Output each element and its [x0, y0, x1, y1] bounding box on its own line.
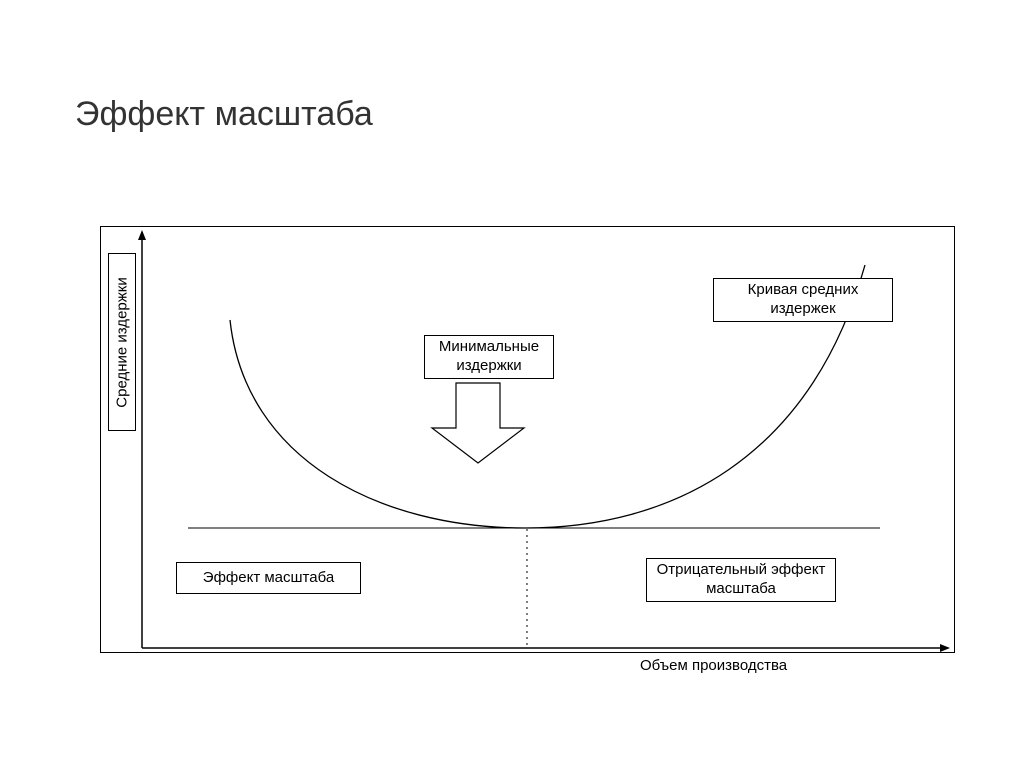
- y-axis-label: Средние издержки: [114, 277, 131, 407]
- x-axis-label: Объем производства: [640, 657, 787, 674]
- down-arrow-icon: [432, 383, 524, 463]
- label-negative-scale: Отрицательный эффект масштаба: [646, 558, 836, 602]
- label-negative-scale-text: Отрицательный эффект масштаба: [653, 561, 829, 599]
- y-axis-label-box: Средние издержки: [108, 253, 136, 431]
- diagram-svg: [0, 0, 1024, 767]
- label-min-cost: Минимальные издержки: [424, 335, 554, 379]
- label-curve: Кривая средних издержек: [713, 278, 893, 322]
- label-positive-scale-text: Эффект масштаба: [203, 569, 334, 588]
- label-positive-scale: Эффект масштаба: [176, 562, 361, 594]
- label-min-cost-text: Минимальные издержки: [431, 338, 547, 376]
- label-curve-text: Кривая средних издержек: [720, 281, 886, 319]
- slide: Эффект масштаба Средние издержки Минимал: [0, 0, 1024, 767]
